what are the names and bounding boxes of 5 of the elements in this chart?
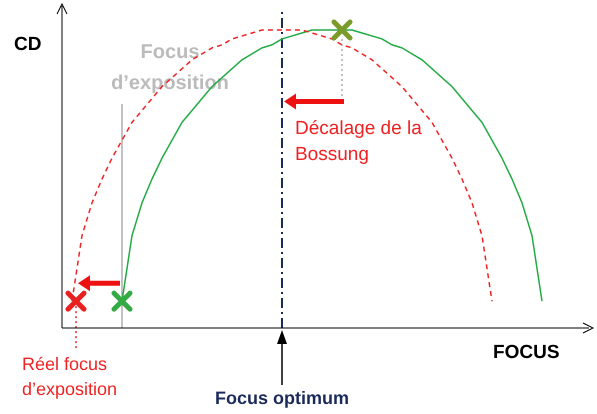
y-axis-title: CD [14,34,42,55]
annotation: Décalage de la Bossung [295,118,422,165]
text: Focus optimum [215,388,349,408]
x-axis-title: FOCUS [493,342,560,363]
text: Réel focus d’exposition [22,354,118,399]
